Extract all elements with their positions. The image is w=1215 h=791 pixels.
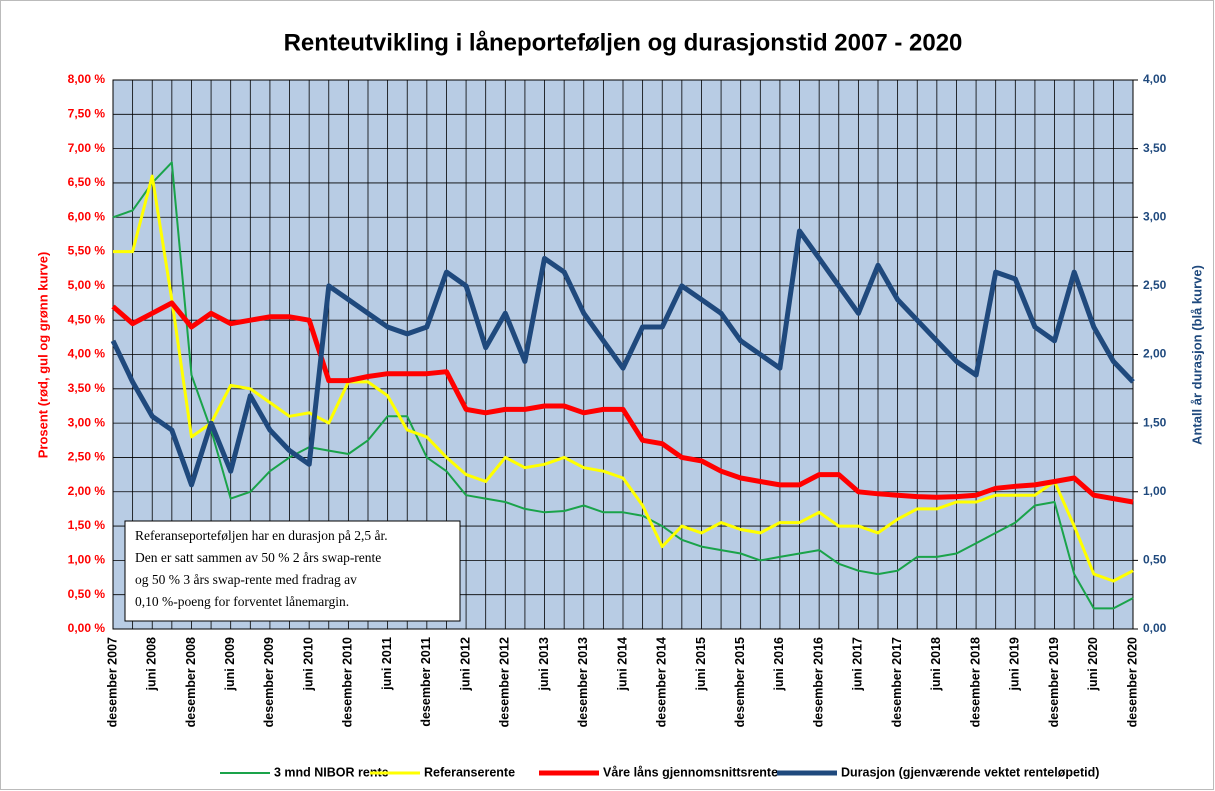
x-tick-label: juni 2014 <box>615 637 629 692</box>
x-tick-label: desember 2010 <box>341 637 355 727</box>
x-tick-label: desember 2016 <box>811 637 825 727</box>
legend-label: Referanserente <box>424 765 515 779</box>
y-tick-label: 3,50 % <box>68 381 106 395</box>
annotation-line: 0,10 %-poeng for forventet lånemargin. <box>135 594 349 609</box>
annotation-box <box>124 520 461 622</box>
y-tick-label: 6,00 % <box>68 209 106 223</box>
x-tick-label: juni 2015 <box>694 637 708 692</box>
y2-tick-label: 2,00 <box>1143 347 1167 361</box>
y-tick-label: 3,00 % <box>68 415 106 429</box>
x-tick-label: juni 2019 <box>1008 637 1022 692</box>
y2-tick-label: 0,50 <box>1143 553 1167 567</box>
x-tick-label: desember 2013 <box>576 637 590 727</box>
x-tick-label: desember 2018 <box>968 637 982 727</box>
y-tick-label: 4,50 % <box>68 312 106 326</box>
x-tick-label: juni 2012 <box>458 637 472 692</box>
x-tick-label: juni 2016 <box>772 637 786 692</box>
y-tick-label: 0,50 % <box>68 587 106 601</box>
x-tick-label: desember 2007 <box>105 637 119 727</box>
y2-tick-label: 1,00 <box>1143 484 1167 498</box>
series-line <box>111 300 1134 505</box>
chart-title: Renteutvikling i låneporteføljen og dura… <box>284 29 963 56</box>
y-tick-label: 7,50 % <box>68 106 106 120</box>
x-tick-label: desember 2009 <box>262 637 276 727</box>
x-tick-label: desember 2008 <box>184 637 198 727</box>
annotation-line: Referanseporteføljen har en durasjon på … <box>135 528 388 543</box>
x-tick-label: desember 2011 <box>419 637 433 727</box>
x-tick-label: desember 2014 <box>655 637 669 727</box>
x-tick-label: desember 2017 <box>890 637 904 727</box>
x-tick-label: juni 2020 <box>1086 637 1100 692</box>
x-tick-label: desember 2015 <box>733 637 747 727</box>
plot-frame <box>112 79 1134 630</box>
y-tick-label: 2,00 % <box>68 484 106 498</box>
x-tick-label: desember 2012 <box>498 637 512 727</box>
x-tick-label: juni 2018 <box>929 637 943 692</box>
x-tick-label: juni 2013 <box>537 637 551 692</box>
y2-axis-label: Antall år durasjon (blå kurve) <box>1189 265 1204 445</box>
legend-label: 3 mnd NIBOR rente <box>274 765 389 779</box>
y2-tick-label: 1,50 <box>1143 415 1167 429</box>
y-tick-label: 6,50 % <box>68 175 106 189</box>
series-line <box>112 161 1134 610</box>
legend-label: Våre låns gjennomsnittsrente <box>603 765 778 779</box>
y-tick-label: 5,50 % <box>68 244 106 258</box>
y-tick-label: 1,00 % <box>68 553 106 567</box>
series-line <box>113 174 1134 583</box>
annotation-line: Den er satt sammen av 50 % 2 års swap-re… <box>135 550 381 565</box>
x-tick-label: juni 2011 <box>380 637 394 691</box>
x-tick-label: desember 2020 <box>1125 637 1139 727</box>
x-tick-label: juni 2010 <box>301 637 315 692</box>
x-tick-label: juni 2017 <box>851 637 865 692</box>
y-tick-label: 1,50 % <box>68 518 106 532</box>
legend-label: Durasjon (gjenværende vektet renteløpeti… <box>841 765 1099 779</box>
y2-tick-label: 2,50 <box>1143 278 1167 292</box>
y-tick-label: 2,50 % <box>68 450 106 464</box>
x-tick-label: juni 2009 <box>223 637 237 692</box>
y2-tick-label: 3,50 <box>1143 141 1167 155</box>
annotation-line: og 50 % 3 års swap-rente med fradrag av <box>135 572 357 587</box>
y-tick-label: 0,00 % <box>68 621 106 635</box>
series-line <box>110 228 1135 488</box>
x-tick-label: desember 2019 <box>1047 637 1061 727</box>
y2-tick-label: 0,00 <box>1143 621 1167 635</box>
y-tick-label: 8,00 % <box>68 72 106 86</box>
y-tick-label: 5,00 % <box>68 278 106 292</box>
y-tick-label: 7,00 % <box>68 141 106 155</box>
x-tick-label: juni 2008 <box>145 637 159 692</box>
y2-tick-label: 4,00 <box>1143 72 1167 86</box>
y-axis-label: Prosent (rød, gul og grønn kurve) <box>35 252 50 459</box>
y-tick-label: 4,00 % <box>68 347 106 361</box>
y2-tick-label: 3,00 <box>1143 209 1167 223</box>
